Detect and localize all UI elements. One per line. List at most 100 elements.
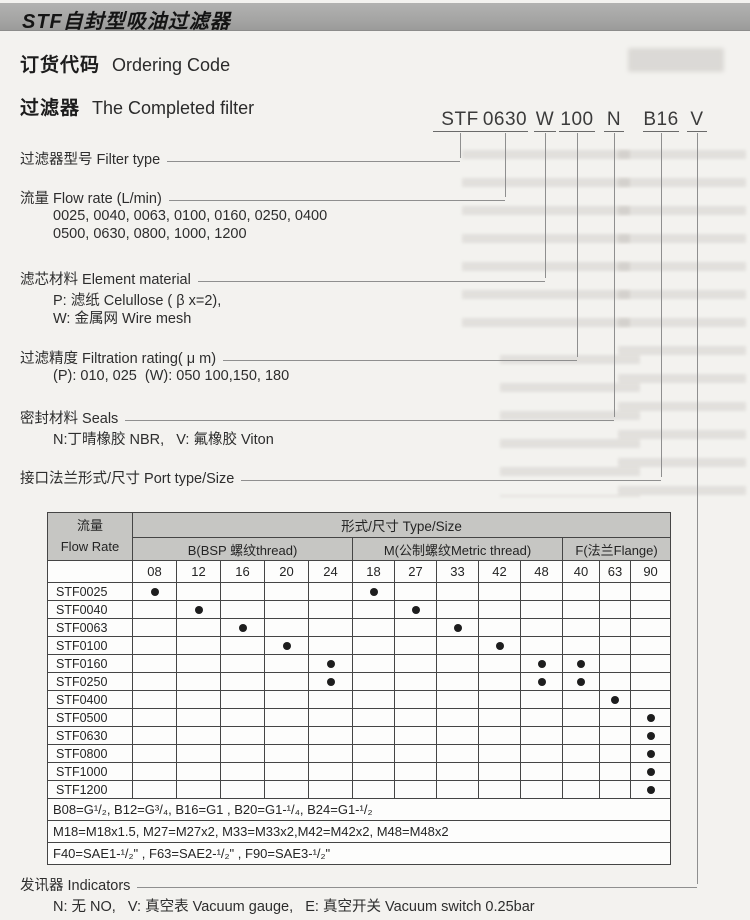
availability-cell xyxy=(599,708,631,727)
availability-cell xyxy=(436,672,479,691)
availability-cell xyxy=(436,708,479,727)
size-header-cell: 20 xyxy=(264,560,309,583)
availability-cell xyxy=(132,618,177,637)
code-underline xyxy=(604,131,624,132)
availability-cell xyxy=(264,762,309,781)
flow-rate-values-1: 0025, 0040, 0063, 0100, 0160, 0250, 0400 xyxy=(53,208,328,224)
row-model: STF0100 xyxy=(47,636,133,655)
size-header-cell: 18 xyxy=(352,560,395,583)
section-completed-filter-zh: 过滤器 xyxy=(20,98,81,119)
availability-dot xyxy=(646,786,655,795)
availability-cell xyxy=(352,600,395,619)
availability-cell xyxy=(629,762,672,781)
legend-filter-type-label: 过滤器型号 Filter type xyxy=(20,151,161,168)
availability-cell xyxy=(520,780,563,799)
legend-element-material: 滤芯材料 Element material xyxy=(20,268,545,288)
legend-filtration-rating-label: 过滤精度 Filtration rating( μ m) xyxy=(20,350,217,367)
code-underline xyxy=(482,131,528,132)
availability-cell xyxy=(599,582,631,601)
availability-cell xyxy=(478,600,521,619)
availability-cell xyxy=(629,582,672,601)
connector-line xyxy=(460,133,461,158)
connector-line xyxy=(505,133,506,197)
availability-cell xyxy=(629,708,672,727)
note-cell-1: M18=M18x1.5, M27=M27x2, M33=M33x2,M42=M4… xyxy=(46,820,672,843)
legend-port-type-label: 接口法兰形式/尺寸 Port type/Size xyxy=(20,470,235,487)
size-header-cell: 24 xyxy=(308,560,353,583)
section-completed-filter-en: The Completed filter xyxy=(92,98,255,118)
size-header-cell: 42 xyxy=(478,560,521,583)
legend-element-material-label: 滤芯材料 Element material xyxy=(20,271,191,288)
availability-cell xyxy=(394,780,437,799)
section-ordering-code-zh: 订货代码 xyxy=(20,55,101,76)
availability-cell xyxy=(220,726,265,745)
availability-cell xyxy=(308,726,353,745)
availability-dot xyxy=(577,660,585,669)
table-row: STF0100 xyxy=(47,636,672,655)
availability-cell xyxy=(308,636,353,655)
table-note-row: F40=SAE1-¹/₂" , F63=SAE2-¹/₂" , F90=SAE3… xyxy=(46,842,672,865)
connector-line xyxy=(545,133,546,278)
availability-cell xyxy=(176,708,221,727)
availability-cell xyxy=(264,690,309,709)
availability-cell xyxy=(436,654,479,673)
availability-cell xyxy=(520,618,563,637)
connector-line xyxy=(577,133,578,357)
table-row: STF0040 xyxy=(47,600,672,619)
availability-cell xyxy=(352,726,395,745)
row-model: STF0500 xyxy=(47,708,133,727)
show-through-text xyxy=(628,48,724,72)
availability-cell xyxy=(436,600,479,619)
availability-dot xyxy=(369,588,378,597)
availability-cell xyxy=(394,582,437,601)
availability-dot xyxy=(495,642,504,651)
table-row: STF0250 xyxy=(47,672,672,691)
availability-cell xyxy=(520,744,563,763)
availability-cell xyxy=(132,672,177,691)
availability-cell xyxy=(308,690,353,709)
availability-cell xyxy=(308,618,353,637)
availability-cell xyxy=(436,690,479,709)
availability-cell xyxy=(520,636,563,655)
size-header-cell: 33 xyxy=(436,560,479,583)
availability-cell xyxy=(220,654,265,673)
availability-cell xyxy=(308,654,353,673)
availability-cell xyxy=(220,690,265,709)
availability-cell xyxy=(478,636,521,655)
availability-cell xyxy=(264,726,309,745)
show-through-text xyxy=(618,150,746,502)
availability-dot xyxy=(326,660,335,669)
size-header-cell: 48 xyxy=(520,560,563,583)
availability-cell xyxy=(520,762,563,781)
connector-line xyxy=(697,133,698,884)
availability-cell xyxy=(436,780,479,799)
availability-cell xyxy=(132,636,177,655)
filtration-rating-values: (P): 010, 025 (W): 050 100,150, 180 xyxy=(53,368,290,384)
availability-cell xyxy=(132,744,177,763)
table-row: STF0160 xyxy=(47,654,672,673)
availability-cell xyxy=(629,636,672,655)
availability-cell xyxy=(562,708,600,727)
section-ordering-code-en: Ordering Code xyxy=(112,55,231,75)
availability-cell xyxy=(599,744,631,763)
size-header-cell: 12 xyxy=(176,560,221,583)
availability-cell xyxy=(264,780,309,799)
table-row: STF0025 xyxy=(47,582,672,601)
availability-dot xyxy=(326,678,335,687)
availability-cell xyxy=(132,762,177,781)
availability-cell xyxy=(394,672,437,691)
availability-cell xyxy=(394,600,437,619)
availability-cell xyxy=(308,600,353,619)
availability-cell xyxy=(562,726,600,745)
size-header-cell: 08 xyxy=(132,560,177,583)
code-segment-seal: N xyxy=(606,109,622,130)
availability-cell xyxy=(599,690,631,709)
availability-cell xyxy=(478,672,521,691)
code-underline xyxy=(559,131,595,132)
row-model: STF0800 xyxy=(47,744,133,763)
legend-filtration-rating: 过滤精度 Filtration rating( μ m) xyxy=(20,347,577,367)
availability-cell xyxy=(478,690,521,709)
group-header-bsp: B(BSP 螺纹thread) xyxy=(132,537,353,561)
code-underline xyxy=(433,131,487,132)
availability-cell xyxy=(478,762,521,781)
